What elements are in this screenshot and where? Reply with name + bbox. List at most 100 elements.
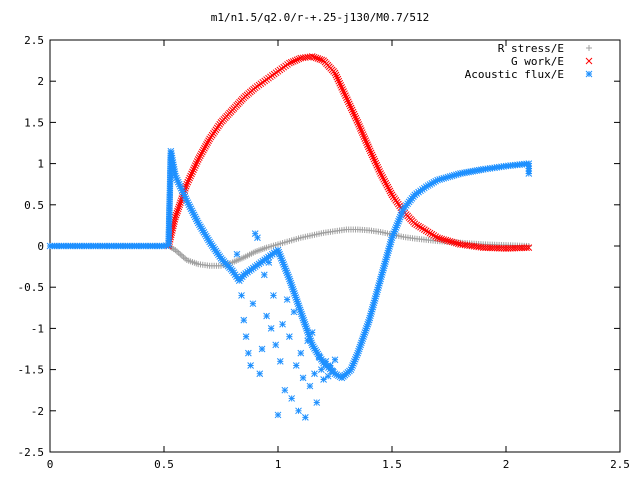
data-point (440, 236, 448, 243)
data-point (339, 86, 346, 93)
data-point (357, 125, 364, 132)
series-1 (165, 53, 533, 252)
data-point (263, 312, 270, 320)
y-tick-label: 2 (37, 75, 44, 88)
data-point (375, 166, 383, 173)
data-point (308, 329, 316, 336)
data-point (430, 232, 438, 239)
data-point (385, 185, 393, 193)
data-point (372, 159, 380, 167)
data-point (432, 233, 440, 240)
data-point (379, 174, 387, 181)
x-tick-label: 0 (47, 458, 54, 471)
data-point (380, 175, 388, 183)
data-point (335, 77, 343, 85)
data-point (290, 308, 298, 316)
data-point (276, 358, 284, 365)
data-point (191, 164, 198, 172)
data-point (320, 376, 327, 383)
data-point (173, 209, 181, 217)
data-point (205, 137, 212, 145)
data-point (327, 362, 334, 369)
data-point (364, 143, 372, 151)
data-point (376, 168, 384, 175)
data-point (368, 151, 376, 159)
data-point (349, 108, 357, 116)
data-point (314, 55, 322, 62)
data-point (313, 399, 321, 406)
data-point (336, 79, 344, 87)
data-point (258, 345, 266, 353)
data-point (382, 179, 390, 187)
data-point (306, 382, 314, 390)
data-point (347, 104, 355, 112)
data-point (413, 221, 421, 229)
data-point (190, 166, 197, 174)
data-point (422, 227, 430, 235)
data-point (195, 154, 203, 161)
data-point (316, 55, 324, 63)
data-point (198, 148, 206, 156)
data-point (200, 146, 207, 154)
data-point (428, 230, 436, 238)
data-point (450, 239, 458, 246)
data-point (452, 239, 460, 247)
data-point (197, 150, 205, 158)
data-point (174, 207, 181, 215)
x-tick-label: 2 (503, 458, 510, 471)
data-point (175, 203, 183, 211)
data-point (365, 145, 373, 153)
data-point (383, 181, 391, 189)
y-tick-label: -1 (31, 322, 44, 335)
data-point (342, 92, 349, 99)
y-tick-label: 2.5 (24, 34, 44, 47)
data-point (310, 53, 318, 61)
data-point (281, 386, 289, 394)
data-point (288, 395, 296, 402)
x-tick-label: 0.5 (154, 458, 174, 471)
data-point (191, 162, 199, 170)
y-tick-label: -0.5 (18, 281, 45, 294)
y-tick-label: -1.5 (18, 364, 45, 377)
data-point (370, 155, 378, 163)
legend-marker-g-work (585, 57, 593, 65)
data-point (384, 183, 392, 191)
data-point (329, 367, 337, 375)
data-point (386, 187, 394, 195)
data-point (293, 56, 301, 64)
data-point (254, 234, 261, 242)
data-point (415, 222, 422, 230)
data-point (363, 139, 370, 147)
data-point (442, 236, 450, 244)
series-layer (46, 53, 533, 421)
data-point (444, 237, 452, 245)
data-point (359, 131, 367, 138)
data-point (417, 223, 424, 231)
data-point (373, 161, 381, 169)
data-point (286, 333, 293, 340)
data-point (369, 153, 377, 161)
data-point (358, 129, 366, 136)
y-tick-label: 0 (37, 240, 44, 253)
legend-marker-acoustic-flux (585, 70, 593, 78)
data-point (201, 144, 208, 152)
data-point (274, 411, 282, 419)
data-point (292, 362, 300, 369)
data-point (177, 199, 184, 207)
data-point (434, 234, 441, 242)
data-point (341, 90, 348, 97)
data-point (174, 205, 182, 213)
data-point (279, 320, 286, 328)
data-point (523, 244, 530, 252)
data-point (193, 158, 201, 165)
data-point (331, 356, 339, 364)
data-point (272, 341, 280, 349)
data-point (189, 168, 196, 176)
data-point (525, 244, 533, 252)
data-point (265, 259, 273, 266)
data-point (317, 366, 325, 373)
data-point (420, 226, 428, 233)
data-point (295, 55, 303, 63)
data-point (338, 84, 346, 91)
